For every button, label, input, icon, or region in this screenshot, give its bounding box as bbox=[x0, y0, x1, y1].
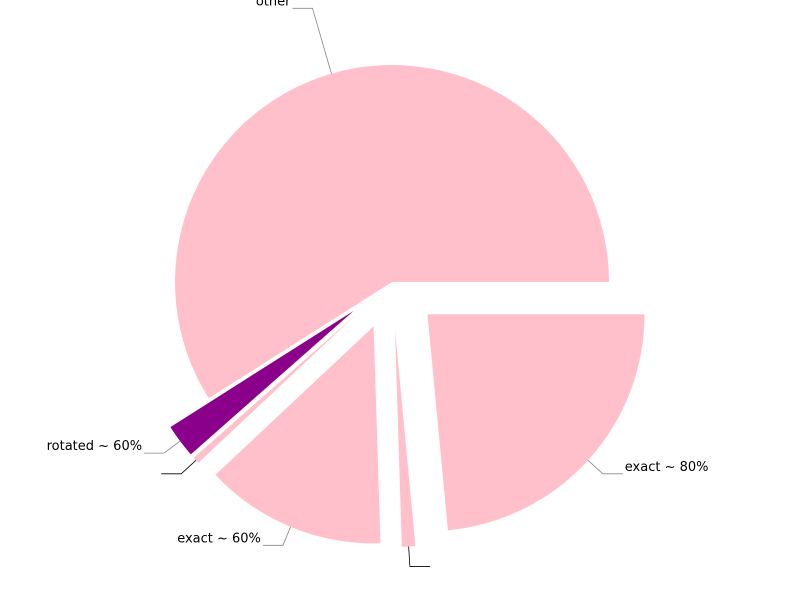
pie-slice-1 bbox=[395, 329, 416, 547]
pie-labels: exact ~ 80% exact ~ 60% rotated ~ 60% other bbox=[47, 0, 709, 567]
pie-leader-line-2 bbox=[262, 526, 291, 546]
pie-slice-5 bbox=[174, 65, 609, 399]
pie-slice-0 bbox=[427, 314, 645, 531]
pie-leader-line-1 bbox=[408, 546, 430, 567]
pie-label-2: exact ~ 60% bbox=[177, 531, 261, 546]
pie-slice-4 bbox=[170, 310, 354, 455]
pie-leader-line-3 bbox=[161, 460, 197, 475]
pie-leader-line-0 bbox=[587, 460, 623, 475]
pie-label-4: rotated ~ 60% bbox=[47, 439, 142, 454]
pie-leader-line-4 bbox=[144, 440, 181, 454]
pie-slice-2 bbox=[215, 326, 381, 544]
pie-slices bbox=[170, 65, 645, 547]
pie-leader-line-5 bbox=[292, 7, 332, 74]
pie-label-5: other bbox=[256, 0, 291, 9]
pie-label-0: exact ~ 80% bbox=[625, 460, 709, 475]
pie-slice-3 bbox=[193, 314, 357, 463]
